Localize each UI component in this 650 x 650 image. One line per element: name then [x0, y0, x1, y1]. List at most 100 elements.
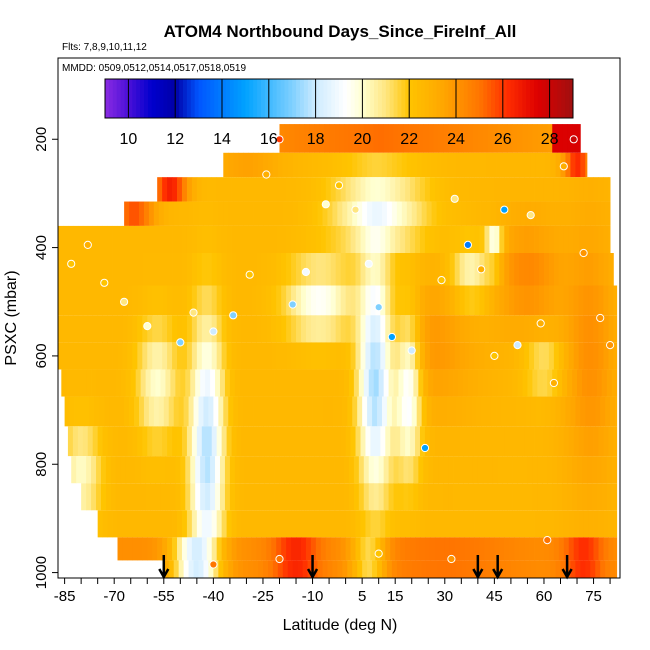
colorbar-segment [362, 79, 367, 118]
heatmap-cell [266, 315, 272, 343]
heatmap-cell [304, 369, 310, 397]
heatmap-cell [434, 285, 441, 316]
heatmap-cell [608, 225, 611, 253]
heatmap-cell [558, 285, 565, 316]
heatmap-cell [534, 177, 540, 202]
heatmap-cell [82, 253, 89, 286]
heatmap-cell [558, 537, 565, 561]
heatmap-cell [365, 177, 371, 202]
heatmap-cell [477, 369, 484, 397]
heatmap-cell [61, 369, 67, 397]
heatmap-cell [304, 124, 310, 153]
heatmap-cell [310, 537, 317, 561]
heatmap-cell [167, 510, 173, 538]
y-tick-label: 400 [33, 235, 50, 260]
colorbar-segment [366, 79, 371, 118]
heatmap-cell [401, 201, 408, 226]
heatmap-cell [181, 537, 188, 561]
heatmap-cell [552, 483, 558, 511]
heatmap-cell [102, 426, 108, 457]
heatmap-cell [548, 315, 555, 343]
heatmap-cell [459, 253, 466, 286]
heatmap-cell [147, 426, 153, 457]
heatmap-cell [411, 152, 418, 178]
heatmap-cell [132, 426, 138, 457]
heatmap-cell [241, 342, 247, 370]
heatmap-cell [524, 225, 530, 253]
heatmap-cell [395, 537, 401, 561]
heatmap-cell [381, 560, 388, 578]
heatmap-cell [256, 253, 262, 286]
heatmap-cell [605, 396, 611, 427]
heatmap-cell [320, 253, 327, 286]
heatmap-cell [509, 253, 515, 286]
heatmap-cell [167, 285, 173, 316]
heatmap-cell [297, 396, 304, 427]
heatmap-cell [261, 253, 267, 286]
sample-point [364, 259, 373, 268]
heatmap-cell [355, 315, 361, 343]
heatmap-cell [472, 456, 479, 484]
heatmap-cell [286, 426, 292, 457]
heatmap-cell [439, 285, 446, 316]
heatmap-cell [153, 396, 160, 427]
heatmap-cell [236, 315, 242, 343]
colorbar-segment [452, 79, 457, 118]
heatmap-cell [251, 342, 257, 370]
heatmap-cell [58, 342, 64, 370]
heatmap-cell [448, 369, 454, 397]
heatmap-cell [596, 456, 603, 484]
heatmap-cell [137, 253, 143, 286]
heatmap-cell [436, 560, 442, 578]
heatmap-cell [613, 537, 618, 561]
heatmap-cell [172, 315, 178, 343]
heatmap-cell [266, 510, 272, 538]
heatmap-cell [251, 315, 257, 343]
heatmap-cell [539, 177, 545, 202]
heatmap-cell [335, 510, 342, 538]
heatmap-cell [534, 285, 540, 316]
heatmap-cell [398, 483, 404, 511]
heatmap-cell [248, 396, 254, 427]
heatmap-cell [479, 225, 485, 253]
heatmap-cell [272, 152, 279, 178]
colorbar-segment [147, 79, 153, 118]
heatmap-cell [162, 253, 168, 286]
heatmap-cell [357, 152, 363, 178]
x-tick-label: -70 [103, 588, 125, 605]
colorbar-segment [245, 79, 250, 118]
heatmap-cell [360, 177, 366, 202]
heatmap-cell [279, 369, 285, 397]
colorbar-segment [401, 79, 406, 118]
heatmap-cell [424, 177, 431, 202]
heatmap-cell [391, 152, 398, 178]
heatmap-cell [236, 285, 242, 316]
heatmap-cell [588, 285, 594, 316]
heatmap-cell [216, 285, 223, 316]
heatmap-cell [375, 510, 381, 538]
heatmap-cell [539, 342, 545, 370]
heatmap-cell [388, 483, 394, 511]
heatmap-cell [226, 510, 232, 538]
colorbar-segment [171, 79, 176, 118]
heatmap-cell [305, 177, 312, 202]
heatmap-cell [466, 201, 472, 226]
heatmap-cell [527, 124, 533, 153]
heatmap-cell [367, 152, 373, 178]
heatmap-cell [229, 369, 236, 397]
heatmap-cell [256, 510, 262, 538]
heatmap-cell [534, 315, 540, 343]
heatmap-cell [535, 152, 542, 178]
heatmap-cell [482, 483, 489, 511]
profile-arrow-head [492, 568, 504, 580]
heatmap-cell [525, 560, 532, 578]
heatmap-cell [286, 285, 292, 316]
heatmap-cell [606, 483, 613, 511]
sample-point [143, 322, 152, 331]
heatmap-cell [261, 177, 267, 202]
heatmap-cell [229, 483, 236, 511]
heatmap-cell [107, 510, 113, 538]
heatmap-cell [504, 225, 510, 253]
heatmap-cell [410, 315, 416, 343]
heatmap-cell [380, 225, 386, 253]
